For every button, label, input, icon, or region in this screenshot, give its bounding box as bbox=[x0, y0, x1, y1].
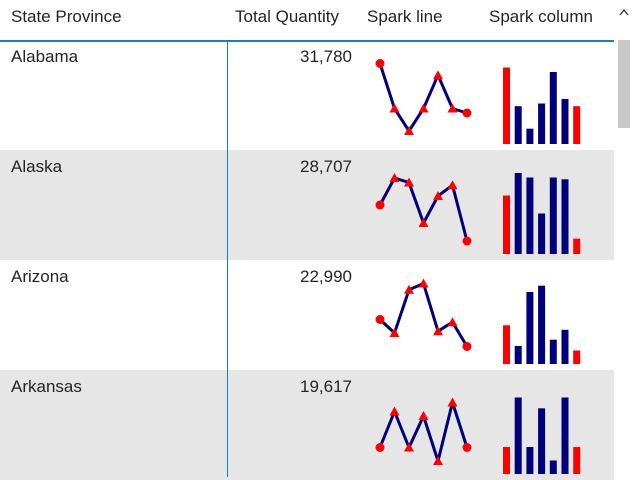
state-cell: Arkansas bbox=[11, 377, 82, 396]
sparkline-marker bbox=[389, 328, 400, 337]
state-cell: Alaska bbox=[11, 157, 63, 176]
sparkline-marker bbox=[433, 70, 443, 80]
quantity-cell: 19,617 bbox=[300, 377, 352, 396]
sparkline-marker bbox=[375, 59, 385, 68]
sparkcolumn-bar bbox=[573, 350, 581, 364]
sparkcolumn-bar bbox=[561, 99, 569, 144]
sparkline-marker bbox=[447, 103, 458, 113]
sparkline-marker bbox=[404, 284, 414, 294]
sparkcolumn-bar bbox=[573, 238, 581, 254]
sparkcolumn-bar bbox=[538, 408, 546, 474]
sparkcolumn-bar bbox=[503, 325, 510, 364]
sparkline-marker bbox=[462, 236, 472, 246]
sparkcolumn-bar bbox=[538, 213, 546, 254]
sparkcolumn-bar bbox=[538, 285, 546, 364]
sparkline-chart bbox=[375, 397, 472, 465]
sparkcolumn-bar bbox=[526, 292, 534, 364]
sparkcolumn-chart bbox=[503, 67, 581, 144]
column-header-sparkline[interactable]: Spark line bbox=[367, 7, 443, 26]
table-row[interactable]: Alaska 28,707 bbox=[0, 150, 614, 260]
sparkline-marker bbox=[375, 443, 385, 452]
sparkline-marker bbox=[389, 406, 400, 416]
sparkline-marker bbox=[404, 126, 414, 135]
quantity-cell: 22,990 bbox=[300, 267, 352, 286]
sparkline-chart bbox=[375, 59, 472, 135]
sparkline-path bbox=[378, 63, 468, 133]
sparkcolumn-bar bbox=[549, 72, 557, 144]
sparkline-marker bbox=[462, 342, 472, 351]
sparkcolumn-bar bbox=[526, 177, 534, 254]
sparkline-path bbox=[378, 282, 469, 348]
sparkcolumn-bar bbox=[561, 179, 569, 254]
table-row[interactable]: Arizona 22,990 bbox=[0, 260, 614, 370]
sparkcolumn-bar bbox=[561, 329, 569, 364]
sparkline-marker bbox=[462, 108, 472, 118]
sparkline-marker bbox=[462, 443, 472, 452]
sparkline-marker bbox=[404, 177, 414, 187]
sparkline-chart bbox=[375, 173, 472, 246]
sparkline-marker bbox=[375, 315, 385, 324]
sparkline-marker bbox=[433, 326, 443, 336]
table-header: State Province Total Quantity Spark line… bbox=[0, 0, 614, 42]
sparkcolumn-bar bbox=[573, 447, 581, 474]
sparkline-marker bbox=[447, 180, 458, 190]
sparkline-marker bbox=[418, 103, 429, 113]
sparkline-marker bbox=[389, 173, 400, 182]
sparkcolumn-chart bbox=[503, 285, 581, 364]
sparkcolumn-bar bbox=[561, 397, 569, 474]
sparkcolumn-bar bbox=[526, 128, 534, 144]
sparkcolumn-bar bbox=[503, 195, 510, 254]
table-row[interactable]: Arkansas 19,617 bbox=[0, 370, 614, 480]
column-header-quantity[interactable]: Total Quantity bbox=[235, 7, 339, 26]
vertical-scrollbar[interactable] bbox=[614, 0, 634, 477]
sparkcolumn-bar bbox=[503, 447, 510, 474]
quantity-cell: 28,707 bbox=[300, 157, 352, 176]
sparkline-marker bbox=[418, 218, 429, 227]
sparkline-marker bbox=[418, 411, 429, 420]
sparkcolumn-bar bbox=[503, 67, 510, 144]
sparkline-marker bbox=[389, 103, 400, 113]
state-cell: Arizona bbox=[11, 267, 69, 286]
sparkcolumn-chart bbox=[503, 173, 581, 254]
sparkcolumn-bar bbox=[549, 177, 557, 254]
state-cell: Alabama bbox=[11, 47, 79, 66]
sparkline-marker bbox=[404, 442, 414, 452]
sparkcolumn-bar bbox=[549, 460, 557, 474]
quantity-cell: 31,780 bbox=[300, 47, 352, 66]
table-row[interactable]: Alabama 31,780 bbox=[0, 40, 614, 150]
scrollbar-thumb[interactable] bbox=[618, 40, 630, 128]
sparkline-table: State Province Total Quantity Spark line… bbox=[0, 0, 614, 480]
sparkcolumn-bar bbox=[526, 447, 534, 474]
sparkcolumn-bar bbox=[514, 106, 522, 144]
sparkline-marker bbox=[433, 456, 443, 465]
sparkcolumn-bar bbox=[514, 173, 522, 254]
sparkcolumn-bar bbox=[549, 339, 557, 364]
sparkcolumn-bar bbox=[538, 103, 546, 144]
sparkline-marker bbox=[447, 317, 458, 327]
column-header-state[interactable]: State Province bbox=[11, 7, 122, 26]
sparkline-marker bbox=[447, 397, 458, 407]
chevron-up-icon[interactable] bbox=[619, 8, 629, 16]
sparkline-marker bbox=[433, 191, 443, 200]
sparkcolumn-bar bbox=[573, 106, 581, 144]
sparkline-chart bbox=[375, 278, 472, 351]
sparkcolumn-chart bbox=[503, 397, 581, 474]
column-header-sparkcolumn[interactable]: Spark column bbox=[489, 7, 593, 26]
sparkline-marker bbox=[418, 278, 429, 288]
column-divider bbox=[227, 40, 228, 477]
sparkcolumn-bar bbox=[514, 397, 522, 474]
sparkcolumn-bar bbox=[514, 346, 522, 364]
sparkline-marker bbox=[375, 200, 385, 210]
